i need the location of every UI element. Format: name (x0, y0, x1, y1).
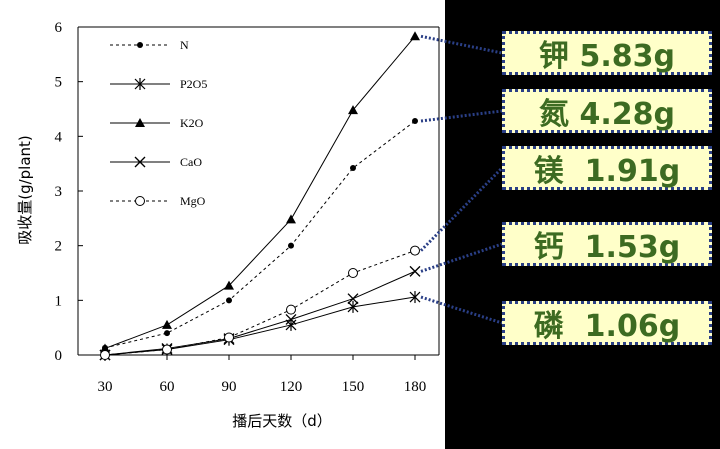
data-point (288, 242, 294, 249)
x-tick-label: 120 (280, 379, 303, 395)
legend-marker (135, 118, 145, 127)
legend-label: P2O5 (180, 77, 207, 91)
x-tick-label: 180 (404, 379, 427, 395)
series-line (104, 296, 416, 356)
x-tick-label: 60 (160, 379, 175, 395)
series-mgo (100, 245, 420, 360)
legend-marker (134, 78, 146, 90)
legend-item-p2o5: P2O5 (110, 77, 207, 91)
data-point (348, 268, 358, 278)
marker-x-b (134, 156, 146, 168)
x-tick-label: 150 (342, 379, 365, 395)
data-point (409, 291, 421, 304)
marker-triangle (135, 118, 145, 127)
marker-circle (162, 344, 172, 355)
callout-phosphorus: 磷 1.06g (502, 301, 712, 345)
data-point (226, 297, 232, 304)
y-tick-label: 4 (55, 129, 63, 145)
marker-dot (412, 118, 418, 125)
marker-triangle (100, 343, 110, 353)
y-tick-label: 3 (55, 184, 63, 200)
y-tick-label: 5 (55, 75, 63, 91)
legend-marker (137, 42, 143, 48)
y-tick-label: 2 (55, 239, 63, 255)
y-tick-label: 6 (55, 20, 63, 36)
x-axis-title: 播后天数（d） (232, 412, 332, 430)
data-point (409, 265, 421, 277)
data-point (100, 350, 110, 360)
marker-dot (288, 242, 294, 249)
legend-item-cao: CaO (110, 155, 202, 169)
legend-item-n: N (110, 38, 189, 52)
marker-triangle (224, 280, 234, 290)
chart-panel: 0 1 2 3 4 5 6 30 60 90 120 150 180 N P2O5 K2O CaO MgO 播后… (0, 0, 445, 449)
data-point (350, 165, 356, 172)
marker-circle (135, 196, 145, 206)
legend-marker (135, 196, 145, 206)
legend-item-k2o: K2O (110, 116, 204, 130)
data-point (347, 293, 359, 305)
series-n (102, 118, 418, 351)
y-axis-title: 吸收量(g/plant) (16, 135, 34, 245)
series-line (104, 35, 416, 349)
y-tick-label: 0 (55, 348, 63, 364)
marker-triangle (410, 31, 420, 41)
data-point (285, 318, 297, 331)
data-point (410, 31, 420, 41)
data-point (224, 332, 234, 343)
marker-triangle (162, 319, 172, 329)
legend-label: N (180, 38, 189, 52)
callout-magnesium: 镁 1.91g (502, 146, 712, 190)
series-line (104, 250, 416, 356)
data-point (286, 304, 296, 315)
series-line (104, 120, 416, 349)
marker-circle (286, 304, 296, 315)
legend-item-mgo: MgO (110, 194, 206, 208)
marker-circle (348, 268, 358, 278)
data-point (164, 330, 170, 337)
legend-marker (134, 156, 146, 168)
data-point (348, 105, 358, 115)
series-line (104, 270, 416, 356)
series-cao (99, 265, 421, 361)
legend-label: K2O (180, 116, 204, 130)
x-tick-label: 30 (98, 379, 113, 395)
data-point (410, 245, 420, 256)
legend-label: MgO (180, 194, 206, 208)
legend-label: CaO (180, 155, 202, 169)
y-tick-label: 1 (55, 293, 63, 309)
marker-triangle (348, 105, 358, 115)
data-point (162, 319, 172, 329)
x-tick-label: 90 (222, 379, 237, 395)
marker-x-b (409, 265, 421, 277)
data-point (347, 300, 359, 313)
marker-triangle (286, 214, 296, 224)
marker-x-b (285, 314, 297, 325)
marker-circle (100, 350, 110, 360)
marker-dot (164, 330, 170, 337)
callout-calcium: 钙 1.53g (502, 222, 712, 266)
data-point (285, 314, 297, 325)
series-k2o (100, 31, 420, 353)
marker-dot (226, 297, 232, 304)
data-point (224, 280, 234, 290)
series-layer (99, 31, 421, 361)
marker-circle (224, 332, 234, 343)
marker-x-b (347, 293, 359, 305)
callout-potassium: 钾 5.83g (502, 31, 712, 75)
data-point (162, 344, 172, 355)
absorption-line-chart: 0 1 2 3 4 5 6 30 60 90 120 150 180 N P2O5 K2O CaO MgO 播后… (16, 20, 440, 430)
marker-dot (137, 42, 143, 48)
data-point (412, 118, 418, 125)
marker-circle (410, 245, 420, 256)
chart-legend: N P2O5 K2O CaO MgO (110, 38, 207, 208)
marker-dot (350, 165, 356, 172)
data-point (286, 214, 296, 224)
data-point (100, 343, 110, 353)
callout-nitrogen: 氮 4.28g (502, 89, 712, 133)
chart-axes: 0 1 2 3 4 5 6 30 60 90 120 150 180 (55, 20, 440, 395)
